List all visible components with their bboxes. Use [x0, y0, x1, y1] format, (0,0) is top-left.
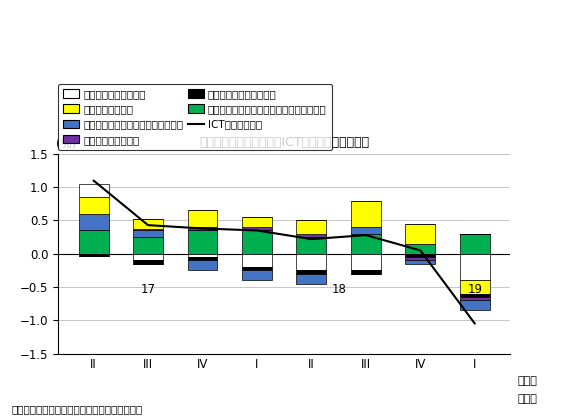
- Bar: [296, 220, 327, 234]
- Bar: [242, 270, 272, 280]
- Bar: [133, 230, 163, 237]
- Bar: [242, 217, 272, 227]
- Bar: [78, 254, 108, 256]
- Bar: [405, 254, 436, 257]
- Bar: [405, 244, 436, 254]
- Bar: [242, 227, 272, 230]
- Bar: [187, 227, 218, 230]
- Bar: [242, 230, 272, 254]
- Bar: [133, 260, 163, 264]
- Text: 17: 17: [140, 282, 155, 296]
- Bar: [351, 254, 381, 270]
- Text: （出所）経済産業省「鉱工業指数」より作成。: （出所）経済産業省「鉱工業指数」より作成。: [12, 404, 143, 414]
- Bar: [187, 210, 218, 227]
- Bar: [460, 300, 490, 310]
- Bar: [242, 267, 272, 270]
- Bar: [460, 234, 490, 254]
- Bar: [187, 257, 218, 260]
- Bar: [296, 237, 327, 254]
- Bar: [405, 260, 436, 264]
- Bar: [405, 224, 436, 244]
- Bar: [187, 260, 218, 270]
- Bar: [187, 254, 218, 257]
- Bar: [296, 270, 327, 274]
- Bar: [133, 219, 163, 229]
- Bar: [242, 254, 272, 267]
- Text: (%): (%): [56, 138, 77, 151]
- Bar: [296, 234, 327, 237]
- Bar: [351, 227, 381, 234]
- Bar: [133, 254, 163, 260]
- Bar: [460, 294, 490, 297]
- Bar: [460, 254, 490, 280]
- Text: （期）: （期）: [517, 376, 537, 386]
- Text: 19: 19: [467, 282, 483, 296]
- Bar: [78, 230, 108, 254]
- Bar: [296, 274, 327, 284]
- Bar: [460, 297, 490, 300]
- Bar: [296, 254, 327, 270]
- Bar: [460, 280, 490, 294]
- Text: （年）: （年）: [517, 394, 537, 404]
- Bar: [78, 184, 108, 197]
- Bar: [78, 214, 108, 230]
- Bar: [78, 197, 108, 214]
- Bar: [351, 270, 381, 274]
- Bar: [133, 229, 163, 230]
- Legend: その他の品目・寄与度, 集積回路・寄与度, 電子部品・回路・デバイス・寄与度, 電子計算機・寄与度, 民生用電子機械・寄与度, 半導体・フラットパネル製造装置・: その他の品目・寄与度, 集積回路・寄与度, 電子部品・回路・デバイス・寄与度, …: [58, 84, 332, 150]
- Title: 鉱工業生産指数に占めるICT関連品目別の寄与度: 鉱工業生産指数に占めるICT関連品目別の寄与度: [199, 136, 369, 149]
- Bar: [187, 230, 218, 254]
- Bar: [133, 237, 163, 254]
- Bar: [351, 234, 381, 254]
- Text: 18: 18: [331, 282, 346, 296]
- Bar: [405, 257, 436, 260]
- Bar: [351, 201, 381, 227]
